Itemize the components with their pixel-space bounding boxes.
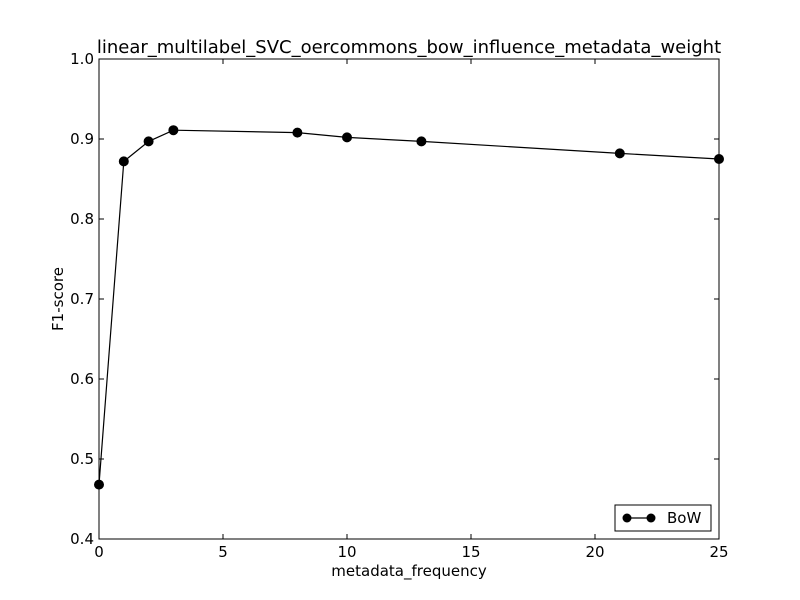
data-point [118,156,129,167]
legend-box [614,504,712,532]
data-point [714,154,724,164]
x-axis-label: metadata_frequency [331,562,487,581]
chart-title: linear_multilabel_SVC_oercommons_bow_inf… [97,37,721,58]
series-layer [94,125,724,490]
y-axis-label: F1-score [49,267,67,331]
data-point [168,125,179,136]
data-point [416,136,427,147]
data-point [614,148,625,159]
x-tick-label: 10 [337,543,356,561]
legend-marker [622,513,632,523]
data-point [143,136,154,147]
series-line [98,129,720,485]
data-point [292,127,303,138]
y-tick-label: 0.8 [70,210,94,228]
legend-label: BoW [667,509,701,527]
x-tick-label: 0 [94,543,104,561]
y-axis-ticks: 0.4 0.5 0.6 0.7 0.8 0.9 1.0 [70,50,719,548]
x-tick-label: 25 [709,543,728,561]
x-tick-label: 20 [585,543,604,561]
y-tick-label: 0.7 [70,290,94,308]
y-tick-label: 0.5 [70,450,94,468]
y-tick-label: 0.9 [70,130,94,148]
data-point [94,479,104,490]
data-point [342,132,352,143]
y-tick-label: 0.6 [70,370,94,388]
y-tick-label: 1.0 [70,50,94,68]
x-tick-label: 15 [461,543,480,561]
legend-marker [646,513,656,523]
legend: BoW [614,504,712,532]
y-tick-label: 0.4 [70,530,94,548]
x-axis-ticks: 0 5 10 15 20 25 [94,59,729,561]
x-tick-label: 5 [218,543,228,561]
